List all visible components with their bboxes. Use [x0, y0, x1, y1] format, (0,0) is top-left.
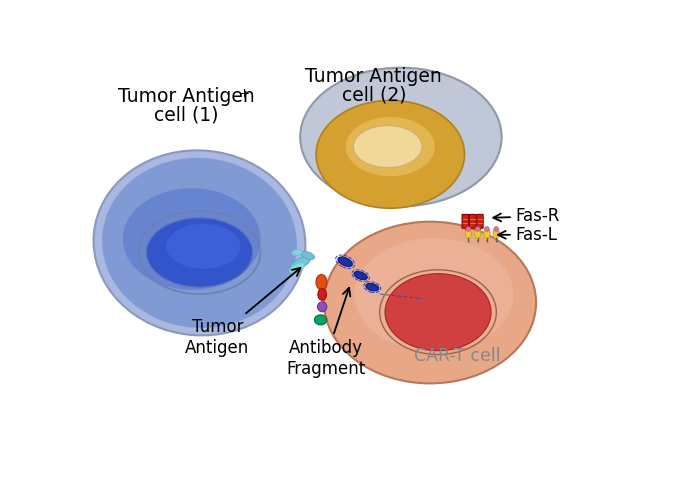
Ellipse shape: [338, 257, 352, 266]
Ellipse shape: [493, 228, 499, 238]
Text: +: +: [239, 86, 250, 100]
Text: −: −: [430, 66, 441, 80]
Ellipse shape: [466, 226, 471, 232]
Ellipse shape: [465, 228, 471, 238]
Ellipse shape: [354, 272, 367, 280]
Text: cell (2): cell (2): [341, 86, 406, 105]
Ellipse shape: [315, 315, 327, 325]
Ellipse shape: [102, 158, 297, 328]
Ellipse shape: [318, 288, 326, 300]
Ellipse shape: [353, 126, 422, 168]
Ellipse shape: [290, 256, 311, 270]
Ellipse shape: [475, 228, 481, 238]
Text: Tumor Antigen: Tumor Antigen: [306, 68, 442, 86]
Text: cell (1): cell (1): [154, 106, 218, 125]
Ellipse shape: [316, 274, 327, 290]
Ellipse shape: [123, 188, 261, 290]
Text: Antibody
Fragment: Antibody Fragment: [286, 288, 365, 378]
Ellipse shape: [485, 226, 489, 232]
Ellipse shape: [385, 274, 491, 350]
FancyBboxPatch shape: [477, 214, 483, 228]
Ellipse shape: [346, 117, 435, 176]
Ellipse shape: [166, 224, 241, 269]
Text: Tumor
Antigen: Tumor Antigen: [185, 268, 300, 357]
Ellipse shape: [289, 262, 304, 274]
Ellipse shape: [484, 228, 490, 238]
Ellipse shape: [146, 218, 252, 287]
Ellipse shape: [301, 252, 315, 260]
Ellipse shape: [366, 284, 379, 291]
FancyBboxPatch shape: [469, 214, 476, 228]
Ellipse shape: [354, 238, 514, 352]
Ellipse shape: [94, 150, 305, 336]
Ellipse shape: [494, 226, 499, 232]
Ellipse shape: [291, 250, 302, 256]
Ellipse shape: [324, 222, 536, 384]
Ellipse shape: [317, 302, 327, 312]
Text: CAR-T cell: CAR-T cell: [415, 348, 501, 366]
Text: Tumor Antigen: Tumor Antigen: [118, 88, 254, 106]
Text: Fas-R: Fas-R: [493, 208, 560, 226]
Ellipse shape: [475, 226, 480, 232]
Text: Fas-L: Fas-L: [498, 226, 557, 244]
Ellipse shape: [300, 68, 501, 206]
Ellipse shape: [316, 100, 464, 208]
FancyBboxPatch shape: [462, 214, 469, 228]
